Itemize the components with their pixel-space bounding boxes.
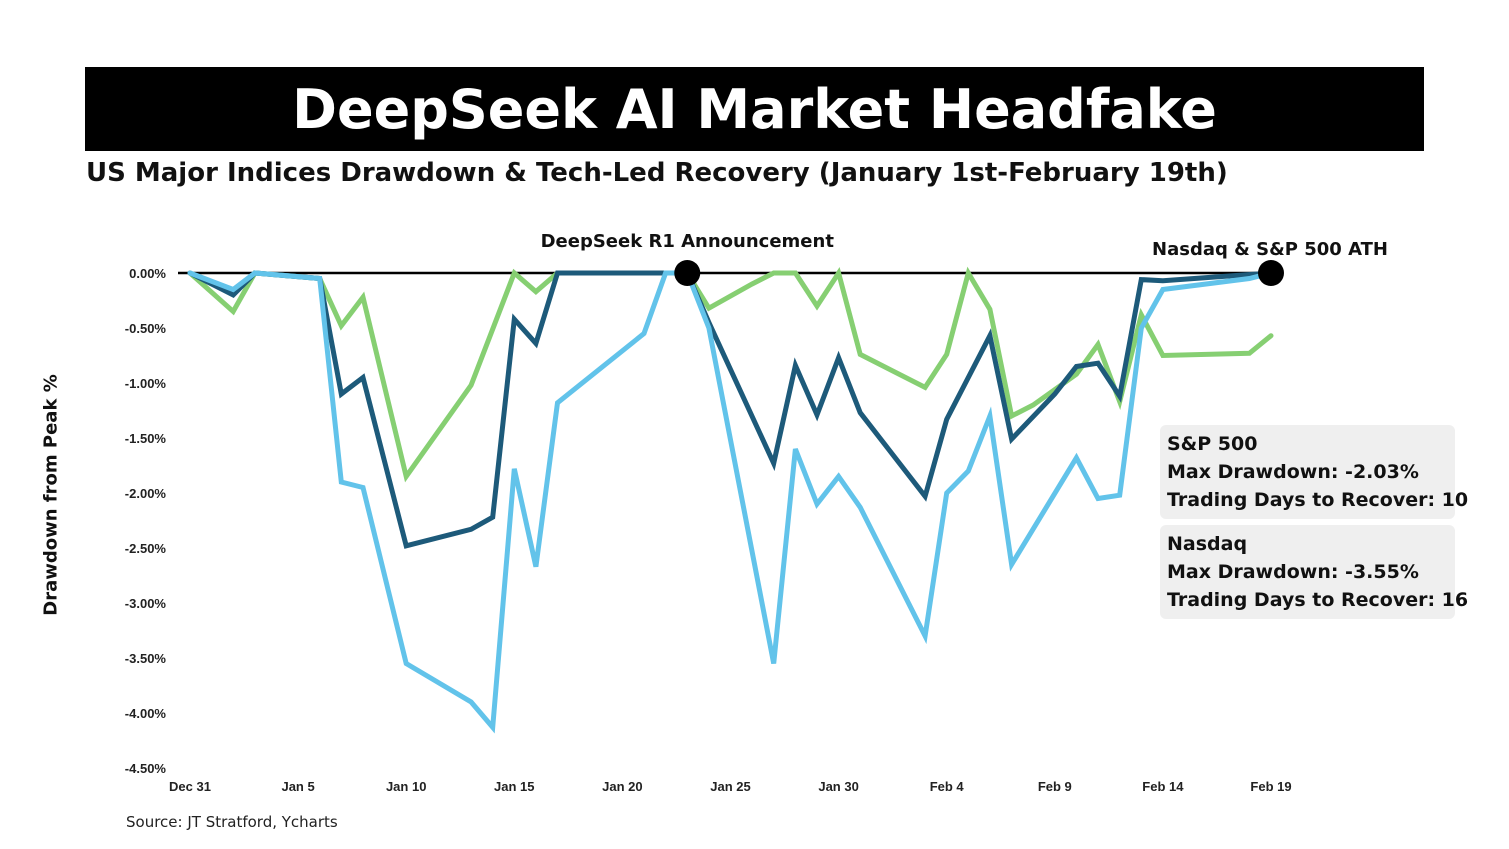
series-line-nasdaq <box>187 270 1274 734</box>
x-tick-label: Jan 10 <box>386 779 426 794</box>
x-tick-label: Jan 25 <box>710 779 750 794</box>
annotation-marker <box>1258 260 1284 286</box>
x-tick-label: Jan 30 <box>818 779 858 794</box>
page-title: DeepSeek AI Market Headfake <box>292 77 1217 141</box>
y-tick-label: -1.50% <box>125 431 167 446</box>
x-tick-label: Feb 9 <box>1038 779 1072 794</box>
y-tick-label: -2.50% <box>125 541 167 556</box>
x-tick-label: Jan 15 <box>494 779 534 794</box>
y-tick-label: 0.00% <box>129 266 166 281</box>
sp500-info-drawdown: Max Drawdown: -2.03% <box>1167 461 1419 483</box>
annotation-label: Nasdaq & S&P 500 ATH <box>1152 239 1388 260</box>
x-tick-label: Feb 14 <box>1142 779 1184 794</box>
y-tick-label: -3.50% <box>125 651 167 666</box>
series-line-s-p-500 <box>187 270 1274 549</box>
annotation-marker <box>674 260 701 286</box>
source-note: Source: JT Stratford, Ycharts <box>126 813 338 831</box>
nasdaq-info-drawdown: Max Drawdown: -3.55% <box>1167 561 1419 583</box>
y-tick-label: -2.00% <box>125 486 167 501</box>
title-banner: DeepSeek AI Market Headfake <box>85 67 1424 151</box>
nasdaq-info-box: Nasdaq Max Drawdown: -3.55% Trading Days… <box>1160 525 1469 619</box>
nasdaq-info-days: Trading Days to Recover: 16 <box>1167 589 1469 611</box>
page-subtitle: US Major Indices Drawdown & Tech-Led Rec… <box>86 158 1228 188</box>
y-tick-label: -1.00% <box>125 376 167 391</box>
nasdaq-info-name: Nasdaq <box>1167 533 1248 555</box>
x-tick-label: Dec 31 <box>169 779 211 794</box>
y-tick-label: -4.50% <box>125 761 167 776</box>
y-tick-label: -3.00% <box>125 596 167 611</box>
sp500-info-name: S&P 500 <box>1167 433 1258 455</box>
annotation-label: DeepSeek R1 Announcement <box>541 231 835 252</box>
x-tick-label: Feb 19 <box>1250 779 1291 794</box>
y-tick-label: -4.00% <box>125 706 167 721</box>
x-tick-label: Feb 4 <box>930 779 965 794</box>
y-tick-label: -0.50% <box>125 321 167 336</box>
sp500-info-box: S&P 500 Max Drawdown: -2.03% Trading Day… <box>1160 425 1469 519</box>
sp500-info-days: Trading Days to Recover: 10 <box>1167 489 1469 511</box>
x-tick-label: Jan 20 <box>602 779 642 794</box>
series-line-dow <box>187 266 1274 483</box>
x-tick-label: Jan 5 <box>281 779 314 794</box>
